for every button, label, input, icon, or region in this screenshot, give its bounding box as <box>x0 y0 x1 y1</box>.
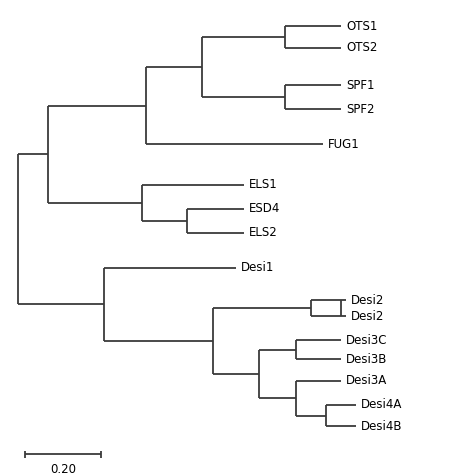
Text: ELS2: ELS2 <box>248 227 277 239</box>
Text: SPF1: SPF1 <box>346 79 375 92</box>
Text: OTS1: OTS1 <box>346 20 378 33</box>
Text: Desi3B: Desi3B <box>346 353 388 365</box>
Text: SPF2: SPF2 <box>346 103 375 116</box>
Text: OTS2: OTS2 <box>346 41 378 54</box>
Text: ESD4: ESD4 <box>248 202 280 215</box>
Text: FUG1: FUG1 <box>328 138 359 151</box>
Text: Desi3C: Desi3C <box>346 334 388 347</box>
Text: Desi3A: Desi3A <box>346 374 388 387</box>
Text: Desi4A: Desi4A <box>361 398 403 411</box>
Text: ELS1: ELS1 <box>248 178 277 191</box>
Text: Desi2: Desi2 <box>351 293 384 307</box>
Text: 0.20: 0.20 <box>50 463 76 474</box>
Text: Desi4B: Desi4B <box>361 420 403 433</box>
Text: Desi2: Desi2 <box>351 310 384 323</box>
Text: Desi1: Desi1 <box>241 261 274 274</box>
